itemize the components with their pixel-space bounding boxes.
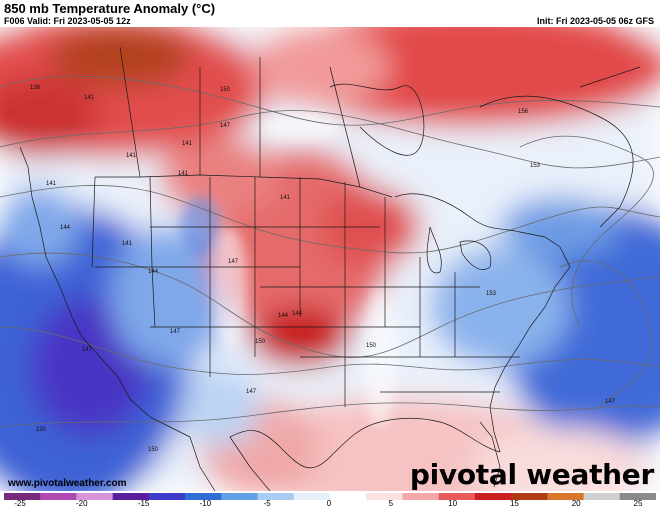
contour-label: 156 [518,109,529,115]
contour-label: 147 [605,399,616,405]
contour-label: 141 [126,153,137,159]
contour-label: 150 [366,343,377,349]
colorbar-swatch [330,493,367,500]
colorbar-tick-label: 0 [326,499,332,508]
colorbar-tick-label: -15 [137,499,150,508]
colorbar-swatch [547,493,585,500]
contour-label: 136 [30,85,41,91]
contour-label: 141 [280,195,291,201]
contour-label: 144 [60,225,71,231]
colorbar-swatch [583,493,621,500]
colorbar-swatch [619,493,656,500]
colorbar-swatch [112,493,150,500]
valid-time: F006 Valid: Fri 2023-05-05 12z [4,16,131,26]
colorbar-swatch [511,493,548,500]
colorbar-swatch [293,493,331,500]
height-contours [0,75,660,428]
brand-logo: pivotal weather [409,458,654,491]
colorbar-swatch [148,493,186,500]
geographic-boundaries [19,46,641,491]
init-time: Init: Fri 2023-05-05 06z GFS [536,16,654,26]
colorbar-tick-label: -10 [199,499,212,508]
contour-label: 144 [278,313,289,319]
contour-label: 147 [246,389,257,395]
contour-label: 147 [82,347,93,353]
colorbar-swatch [221,493,259,500]
contour-label: 141 [122,241,133,247]
contour-label: 150 [36,427,47,433]
colorbar-swatch [366,493,403,500]
colorbar-swatch [474,493,512,500]
site-url: www.pivotalweather.com [8,478,127,489]
colorbar-tick-label: 5 [388,499,394,508]
map-title: 850 mb Temperature Anomaly (°C) [4,1,216,16]
colorbar-swatch [257,493,295,500]
anomaly-map: 136 141 141 141 141 141 144 141 141 144 … [0,27,660,491]
colorbar-swatch [4,493,41,500]
colorbar-tick-label: -20 [76,499,88,508]
contour-label: 147 [220,123,231,129]
contour-label: 147 [170,329,181,335]
contour-label: 153 [486,291,497,297]
colorbar-tick-label: 15 [509,499,519,508]
colorbar-swatch [402,493,440,500]
colorbar-swatch [40,493,77,500]
contour-label: 141 [178,171,189,177]
contour-label: 150 [255,339,266,345]
colorbar-tick-label: 20 [571,499,581,508]
colorbar-swatch [185,493,222,500]
contour-labels: 136 141 141 141 141 141 144 141 141 144 … [30,85,616,453]
contour-label: 141 [84,95,95,101]
contour-label: 141 [182,141,193,147]
colorbar-tick-label: -5 [263,499,271,508]
contour-label: 150 [148,447,159,453]
anomaly-shading [0,27,660,491]
contour-label: 144 [148,269,159,275]
colorbar-swatch [76,493,114,500]
contour-label: 141 [46,181,57,187]
colorbar [4,493,656,500]
colorbar-ticks: -25 -20 -15 -10 -5 0 5 10 15 20 25 [0,499,660,510]
contour-label: 144 [292,311,303,317]
colorbar-swatch [438,493,476,500]
contour-label: 147 [228,259,239,265]
colorbar-tick-label: -25 [14,499,26,508]
colorbar-tick-label: 10 [448,499,458,508]
contour-label: 153 [530,163,541,169]
contour-label: 150 [220,87,231,93]
colorbar-tick-label: 25 [633,499,643,508]
